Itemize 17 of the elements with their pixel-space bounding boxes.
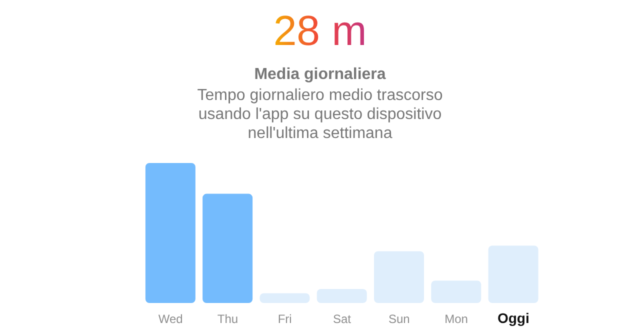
x-tick-label: Fri (278, 312, 292, 326)
x-tick-label: Wed (158, 312, 183, 326)
bar (316, 289, 367, 303)
bar (202, 194, 253, 303)
x-tick-label: Sat (332, 312, 352, 326)
bar (374, 251, 424, 303)
chart-title: 28 m (270, 7, 370, 54)
x-tick-label: Mon (444, 312, 468, 326)
bar (260, 293, 310, 303)
text: Tempo giornaliero medio trascorso usando l'app su questo dispositivo nell'ultima settimana (196, 86, 444, 143)
bar (488, 246, 538, 303)
bar (431, 280, 482, 303)
x-tick-label: Thu (217, 312, 238, 326)
x-tick-label: Sun (388, 312, 410, 326)
chart-subtitle: Media giornaliera (253, 66, 387, 84)
x-tick-label: Oggi (497, 310, 530, 326)
bar (145, 163, 196, 303)
